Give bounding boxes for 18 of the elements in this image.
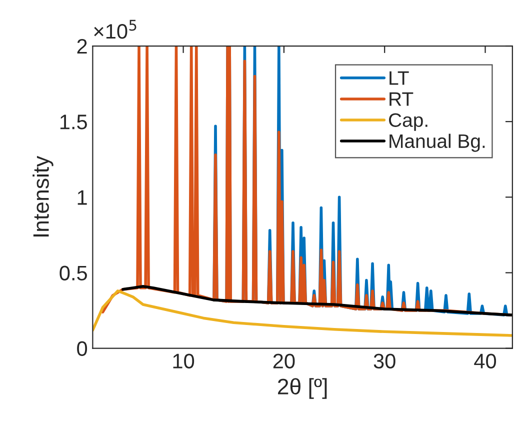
y-tick-label: 0 bbox=[77, 341, 88, 356]
x-tick-label: 10 bbox=[173, 354, 194, 368]
line-series bbox=[92, 289, 512, 337]
legend-label: RT bbox=[390, 92, 414, 106]
x-tick-label: 30 bbox=[374, 354, 396, 368]
x-tick-label: 20 bbox=[273, 354, 295, 368]
y-tick-label: 1 bbox=[78, 190, 87, 205]
y-tick-label: 2 bbox=[77, 39, 87, 54]
legend-label: LT bbox=[390, 71, 409, 85]
line-series bbox=[122, 284, 512, 316]
x-axis-title: 2θ [º] bbox=[278, 378, 327, 399]
legend-label: Manual Bg. bbox=[390, 134, 485, 152]
y-tick-label: 1.5 bbox=[60, 114, 87, 130]
y-axis-title: Intensity bbox=[32, 156, 54, 236]
text: ×10$^{5}$ bbox=[94, 20, 136, 39]
legend-label: Cap. bbox=[389, 113, 428, 131]
x-tick-label: 40 bbox=[474, 354, 496, 368]
y-tick-label: 0.5 bbox=[60, 266, 87, 280]
